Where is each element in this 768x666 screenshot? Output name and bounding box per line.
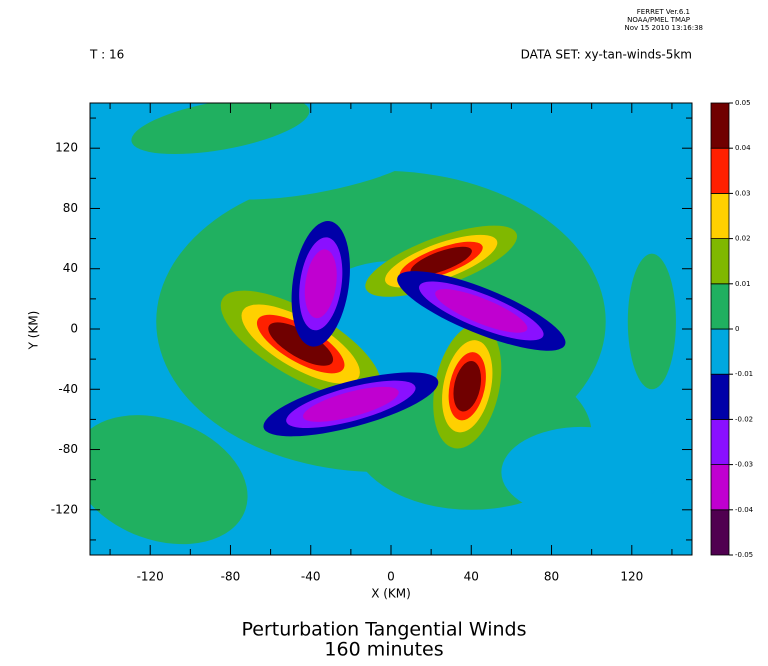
- y-axis-label: Y (KM): [27, 311, 41, 351]
- colorbar-label: 0.01: [735, 280, 751, 288]
- contour-field: [90, 103, 692, 555]
- colorbar-label: 0.04: [735, 144, 751, 152]
- contour-region: [304, 249, 337, 319]
- contour-region: [501, 426, 662, 518]
- colorbar-label: 0.03: [735, 189, 751, 197]
- contour-region: [268, 322, 334, 366]
- colorbar-label: -0.04: [735, 506, 754, 514]
- x-axis-label: X (KM): [371, 587, 411, 601]
- colorbar-band: [710, 147, 730, 194]
- colorbar-band: [710, 328, 730, 375]
- y-tick-label: 40: [63, 261, 78, 275]
- colorbar-band: [710, 464, 730, 511]
- y-tick-label: 120: [55, 141, 78, 155]
- colorbar-label: 0: [735, 325, 739, 333]
- colorbar-band: [710, 373, 730, 420]
- x-tick-label: 120: [620, 570, 643, 584]
- x-tick-label: -80: [221, 570, 241, 584]
- colorbar-band: [710, 238, 730, 285]
- y-tick-label: -40: [58, 382, 78, 396]
- chart-title: Perturbation Tangential Winds: [242, 619, 527, 641]
- x-tick-label: 0: [387, 570, 395, 584]
- colorbar-label: -0.03: [735, 461, 753, 469]
- y-tick-label: -80: [58, 442, 78, 456]
- colorbar-band: [710, 192, 730, 239]
- x-tick-label: 40: [464, 570, 479, 584]
- colorbar-band: [710, 509, 730, 556]
- colorbar-label: -0.05: [735, 551, 753, 559]
- time-label: T : 16: [89, 48, 124, 62]
- colorbar-band: [710, 102, 730, 149]
- y-tick-label: -120: [51, 502, 78, 516]
- contour-region: [410, 246, 472, 276]
- contour-region: [131, 103, 310, 155]
- header-line: NOAA/PMEL TMAP: [627, 16, 690, 24]
- x-tick-label: 80: [544, 570, 559, 584]
- contour-region: [435, 289, 528, 333]
- contour-region: [627, 253, 676, 390]
- contour-region: [192, 126, 430, 200]
- contour-region: [90, 415, 248, 545]
- colorbar-band: [710, 418, 730, 465]
- contour-region: [453, 361, 482, 412]
- colorbar-label: -0.01: [735, 370, 753, 378]
- x-tick-label: -40: [301, 570, 321, 584]
- y-tick-label: 80: [63, 201, 78, 215]
- dataset-label: DATA SET: xy-tan-winds-5km: [521, 48, 692, 62]
- colorbar-label: 0.05: [735, 99, 751, 107]
- colorbar-label: 0.02: [735, 235, 751, 243]
- contour-region: [302, 386, 399, 422]
- header-line: FERRET Ver.6.1: [637, 8, 690, 16]
- header-line: Nov 15 2010 13:16:38: [625, 24, 704, 32]
- y-tick-label: 0: [70, 322, 78, 336]
- x-tick-label: -120: [137, 570, 164, 584]
- chart-subtitle: 160 minutes: [324, 639, 443, 661]
- colorbar-label: -0.02: [735, 415, 753, 423]
- colorbar-band: [710, 283, 730, 330]
